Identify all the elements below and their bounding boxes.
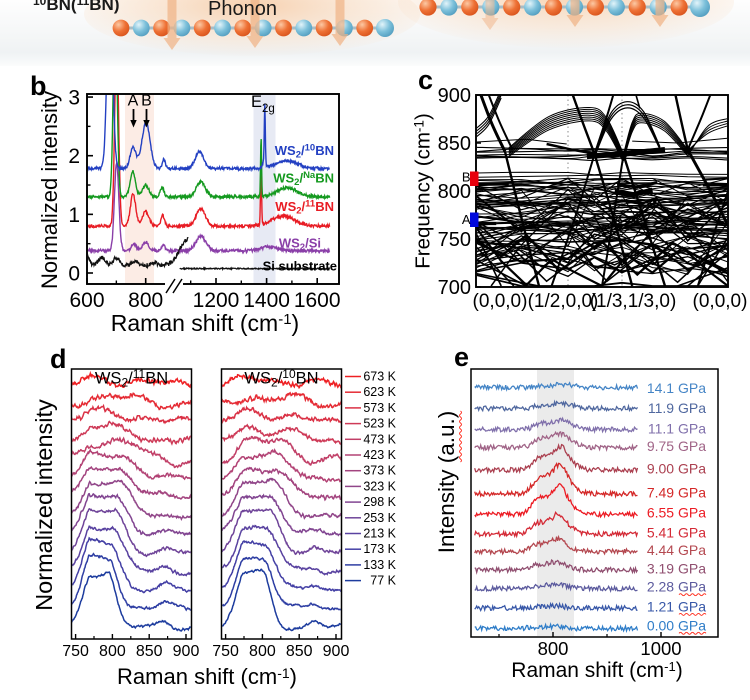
svg-text:3.19 GPa: 3.19 GPa bbox=[647, 561, 706, 577]
svg-text:d: d bbox=[50, 344, 67, 374]
svg-text:423 K: 423 K bbox=[363, 448, 396, 462]
svg-text:WS2/NaBN: WS2/NaBN bbox=[273, 170, 334, 188]
svg-text:523 K: 523 K bbox=[363, 417, 396, 431]
svg-text:213 K: 213 K bbox=[363, 527, 396, 541]
svg-text:673 K: 673 K bbox=[363, 370, 396, 384]
svg-text:(1/3,1/3,0): (1/3,1/3,0) bbox=[590, 291, 677, 312]
svg-text:Normalized intensity: Normalized intensity bbox=[37, 91, 62, 289]
svg-text:Raman shift (cm-1): Raman shift (cm-1) bbox=[511, 659, 682, 682]
svg-text:253 K: 253 K bbox=[363, 511, 396, 525]
svg-text:800: 800 bbox=[99, 643, 126, 660]
svg-text:B: B bbox=[141, 93, 152, 110]
svg-text:Frequency (cm-1): Frequency (cm-1) bbox=[412, 113, 435, 269]
svg-text:600: 600 bbox=[69, 289, 104, 312]
svg-text:1400: 1400 bbox=[243, 289, 290, 312]
svg-text:WS2/Si: WS2/Si bbox=[279, 236, 321, 254]
svg-text:850: 850 bbox=[438, 133, 471, 155]
svg-text:4.44 GPa: 4.44 GPa bbox=[647, 542, 706, 558]
svg-text:10BN(11BN): 10BN(11BN) bbox=[33, 0, 119, 14]
svg-text:11.1 GPa: 11.1 GPa bbox=[648, 421, 706, 437]
svg-text:373 K: 373 K bbox=[363, 464, 396, 478]
svg-text:Intensity (a.u.): Intensity (a.u.) bbox=[434, 411, 459, 554]
svg-text:Raman shift (cm-1): Raman shift (cm-1) bbox=[111, 310, 299, 336]
svg-text:6.55 GPa: 6.55 GPa bbox=[647, 505, 706, 521]
svg-text:1600: 1600 bbox=[294, 289, 341, 312]
svg-text:800: 800 bbox=[128, 289, 163, 312]
svg-text:133 K: 133 K bbox=[363, 558, 396, 572]
svg-text:WS2/11BN: WS2/11BN bbox=[95, 367, 168, 390]
svg-text:(1/2,0,0): (1/2,0,0) bbox=[528, 291, 599, 312]
svg-text:750: 750 bbox=[62, 643, 89, 660]
svg-text:173 K: 173 K bbox=[363, 542, 396, 556]
svg-text:298 K: 298 K bbox=[363, 495, 396, 509]
svg-text:900: 900 bbox=[323, 643, 350, 660]
svg-text:5.41 GPa: 5.41 GPa bbox=[647, 525, 706, 541]
svg-text:77 K: 77 K bbox=[370, 574, 396, 588]
svg-text:WS2/11BN: WS2/11BN bbox=[275, 199, 334, 217]
svg-text:7.49 GPa: 7.49 GPa bbox=[647, 485, 706, 501]
svg-text:473 K: 473 K bbox=[363, 432, 396, 446]
svg-text:900: 900 bbox=[438, 85, 471, 107]
svg-text:(0,0,0): (0,0,0) bbox=[693, 291, 748, 312]
svg-text:14.1 GPa: 14.1 GPa bbox=[647, 380, 706, 396]
svg-text:1200: 1200 bbox=[193, 289, 240, 312]
svg-text:900: 900 bbox=[173, 643, 200, 660]
svg-text:11.9 GPa: 11.9 GPa bbox=[648, 400, 706, 416]
svg-text:2.28 GPa: 2.28 GPa bbox=[647, 579, 706, 595]
svg-text:800: 800 bbox=[438, 181, 471, 203]
svg-text:Raman shift (cm-1): Raman shift (cm-1) bbox=[117, 664, 297, 689]
svg-text:750: 750 bbox=[438, 229, 471, 251]
svg-text:1.21 GPa: 1.21 GPa bbox=[647, 598, 706, 614]
svg-text:B: B bbox=[462, 170, 471, 185]
svg-text:Phonon: Phonon bbox=[208, 0, 277, 20]
svg-text:9.75 GPa: 9.75 GPa bbox=[647, 438, 706, 454]
svg-text:573 K: 573 K bbox=[363, 401, 396, 415]
svg-text:323 K: 323 K bbox=[363, 479, 396, 493]
svg-text:WS2/10BN: WS2/10BN bbox=[275, 143, 334, 161]
svg-text:700: 700 bbox=[438, 277, 471, 299]
svg-text:A: A bbox=[462, 212, 471, 227]
svg-text:(0,0,0): (0,0,0) bbox=[473, 291, 528, 312]
svg-text:e: e bbox=[454, 342, 469, 372]
svg-text:A: A bbox=[128, 93, 139, 110]
svg-text:850: 850 bbox=[136, 643, 163, 660]
svg-text:c: c bbox=[418, 65, 433, 95]
svg-text:800: 800 bbox=[249, 643, 276, 660]
svg-text:850: 850 bbox=[286, 643, 313, 660]
svg-text:750: 750 bbox=[212, 643, 239, 660]
svg-text:1000: 1000 bbox=[640, 638, 681, 659]
svg-text:623 K: 623 K bbox=[363, 385, 396, 399]
svg-text:b: b bbox=[30, 71, 47, 101]
svg-text:2: 2 bbox=[68, 145, 80, 168]
svg-text:800: 800 bbox=[538, 638, 569, 659]
svg-text:3: 3 bbox=[68, 87, 80, 110]
svg-text:0.00 GPa: 0.00 GPa bbox=[647, 617, 706, 633]
svg-text:0: 0 bbox=[68, 263, 80, 286]
svg-text:1: 1 bbox=[68, 204, 80, 227]
svg-text:Normalized intensity: Normalized intensity bbox=[31, 399, 57, 611]
svg-text:WS2/10BN: WS2/10BN bbox=[244, 367, 318, 390]
svg-text:Si substrate: Si substrate bbox=[263, 259, 337, 274]
svg-text:9.00 GPa: 9.00 GPa bbox=[647, 461, 706, 477]
